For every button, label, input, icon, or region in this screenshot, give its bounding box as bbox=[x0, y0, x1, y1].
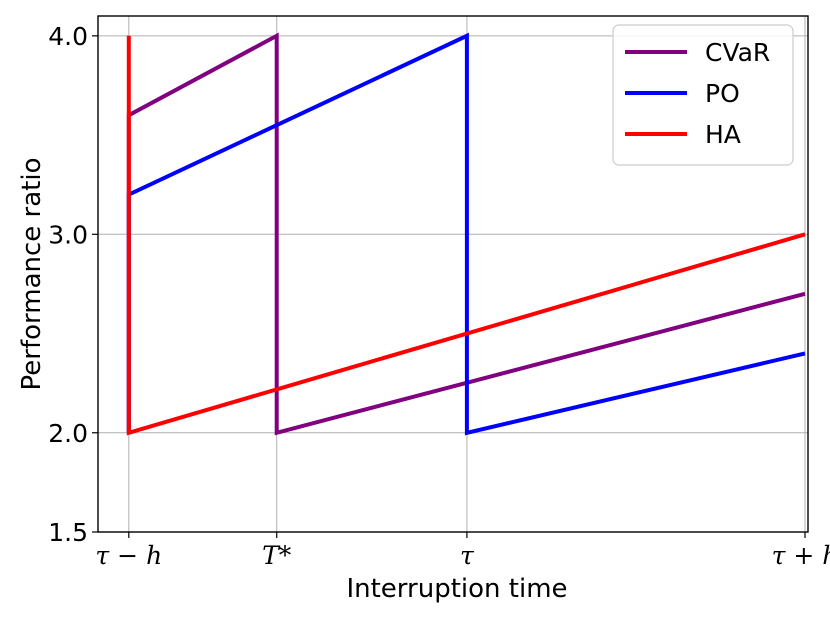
legend-label-ha: HA bbox=[705, 120, 741, 149]
legend-entries: CVaR PO HA bbox=[625, 38, 770, 149]
y-tick-label: 1.5 bbox=[48, 518, 88, 547]
y-tick-label: 3.0 bbox=[48, 220, 88, 249]
y-tick-label: 4.0 bbox=[48, 22, 88, 51]
x-tick-label: τ + h bbox=[772, 541, 830, 570]
series-line-ha bbox=[126, 35, 806, 436]
y-axis-label: Performance ratio bbox=[17, 158, 47, 391]
x-tick-label: τ − h bbox=[95, 541, 162, 570]
series-lines bbox=[126, 32, 806, 436]
y-tick-label: 2.0 bbox=[48, 419, 88, 448]
x-axis-label: Interruption time bbox=[346, 574, 567, 604]
y-ticks: 1.5 2.0 3.0 4.0 bbox=[48, 22, 98, 547]
legend: CVaR PO HA bbox=[612, 24, 794, 166]
legend-label-po: PO bbox=[705, 79, 740, 108]
plot-frame bbox=[97, 15, 809, 533]
x-tick-label: T* bbox=[262, 541, 292, 570]
legend-label-cvar: CVaR bbox=[705, 38, 770, 67]
legend-box bbox=[612, 24, 794, 166]
x-tick-label: τ bbox=[460, 541, 475, 570]
x-ticks: τ − h T* τ τ + h bbox=[95, 532, 830, 570]
